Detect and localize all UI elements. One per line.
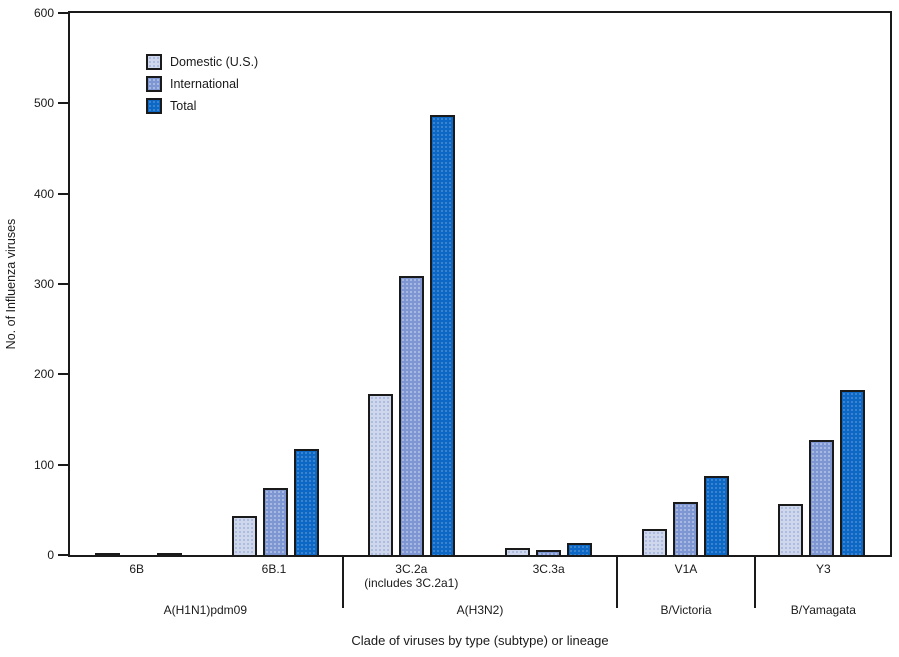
bar-group-6b — [70, 13, 207, 555]
y-axis-tick — [58, 283, 68, 285]
clade-label: 6B — [68, 562, 205, 590]
bar-group-y3 — [753, 13, 890, 555]
y-axis-tick — [58, 102, 68, 105]
bar-group-6b.1 — [207, 13, 344, 555]
bar-domestic-u-s-6b — [94, 553, 120, 555]
bar-domestic-u-s-3c.3a — [504, 547, 530, 555]
legend-label: Total — [170, 98, 197, 113]
x-axis-title: Clade of viruses by type (subtype) or li… — [351, 633, 609, 648]
clade-label: V1A — [617, 562, 754, 590]
plot-area: Domestic (U.S.) International Total 0 100 20… — [34, 7, 892, 561]
legend-swatch-icon — [146, 98, 162, 114]
bar-domestic-u-s-6b.1 — [231, 516, 257, 555]
bar-domestic-u-s-y3 — [778, 504, 804, 555]
bar-international-y3 — [809, 440, 835, 555]
clade-label-line1: Y3 — [815, 562, 831, 576]
type-group-divider — [753, 556, 756, 608]
legend-swatch-icon — [146, 54, 162, 70]
bar-total-y3 — [840, 389, 866, 555]
bar-total-3c.3a — [566, 543, 592, 555]
y-tick-label: 600 — [33, 6, 54, 20]
clade-label-line1: 3C.3a — [532, 562, 565, 576]
bar-international-3c.3a — [535, 550, 561, 555]
bar-international-6b.1 — [262, 488, 288, 555]
y-tick-label: 300 — [33, 277, 54, 291]
legend-item: International — [146, 76, 258, 92]
clade-label: 6B.1 — [205, 562, 342, 590]
clade-label-line2: (includes 3C.2a1) — [364, 576, 459, 590]
y-tick-label: 500 — [33, 96, 54, 111]
type-label-a-h1n1-pdm09: A(H1N1)pdm09 — [163, 603, 248, 617]
clade-label: Y3 — [755, 562, 892, 590]
type-label-b-victoria: B/Victoria — [660, 603, 712, 617]
bar-international-3c.2a — [399, 275, 425, 555]
y-axis-tick — [58, 373, 68, 376]
y-tick-label: 100 — [33, 457, 54, 472]
bar-international-v1a — [672, 501, 698, 555]
type-group-divider — [341, 556, 344, 608]
type-label-b-yamagata: B/Yamagata — [790, 603, 856, 617]
clade-label-row: 6B 6B.1 3C.2a (includes 3C.2a1) 3C.3a V1A Y3 — [68, 562, 892, 590]
clade-label-line1: 6B — [129, 562, 144, 576]
legend-swatch-icon — [146, 76, 162, 92]
y-axis-tick — [58, 463, 68, 466]
bar-total-v1a — [703, 475, 729, 555]
legend-item: Total — [146, 98, 258, 114]
clade-label-line1: 3C.2a — [395, 562, 428, 576]
clade-label: 3C.2a (includes 3C.2a1) — [343, 562, 480, 590]
y-axis-tick — [58, 554, 68, 556]
bar-group-v1a — [617, 13, 754, 555]
type-label-row: A(H1N1)pdm09 A(H3N2) B/Victoria B/Yamagata — [68, 603, 892, 617]
legend-label: International — [170, 76, 239, 91]
bar-total-6b.1 — [293, 449, 319, 555]
y-axis-tick — [58, 192, 68, 195]
bar-total-3c.2a — [430, 115, 456, 555]
y-tick-label: 400 — [33, 186, 54, 201]
clade-label-line1: 6B.1 — [261, 562, 287, 576]
clade-label: 3C.3a — [480, 562, 617, 590]
bar-domestic-u-s-v1a — [641, 528, 667, 555]
legend: Domestic (U.S.) International Total — [146, 54, 258, 114]
type-group-divider — [616, 556, 619, 608]
clade-label-line1: V1A — [674, 562, 698, 576]
y-axis-tick — [58, 12, 68, 14]
bars-row — [70, 13, 890, 555]
y-tick-label: 200 — [33, 367, 54, 382]
bar-domestic-u-s-3c.2a — [368, 394, 394, 555]
bar-total-6b — [156, 553, 182, 555]
bar-group-3c.3a — [480, 13, 617, 555]
type-label-a-h3n2-: A(H3N2) — [456, 603, 504, 617]
legend-item: Domestic (U.S.) — [146, 54, 258, 70]
bar-group-3c.2a — [343, 13, 480, 555]
legend-label: Domestic (U.S.) — [170, 54, 259, 69]
y-tick-label: 0 — [47, 548, 54, 562]
